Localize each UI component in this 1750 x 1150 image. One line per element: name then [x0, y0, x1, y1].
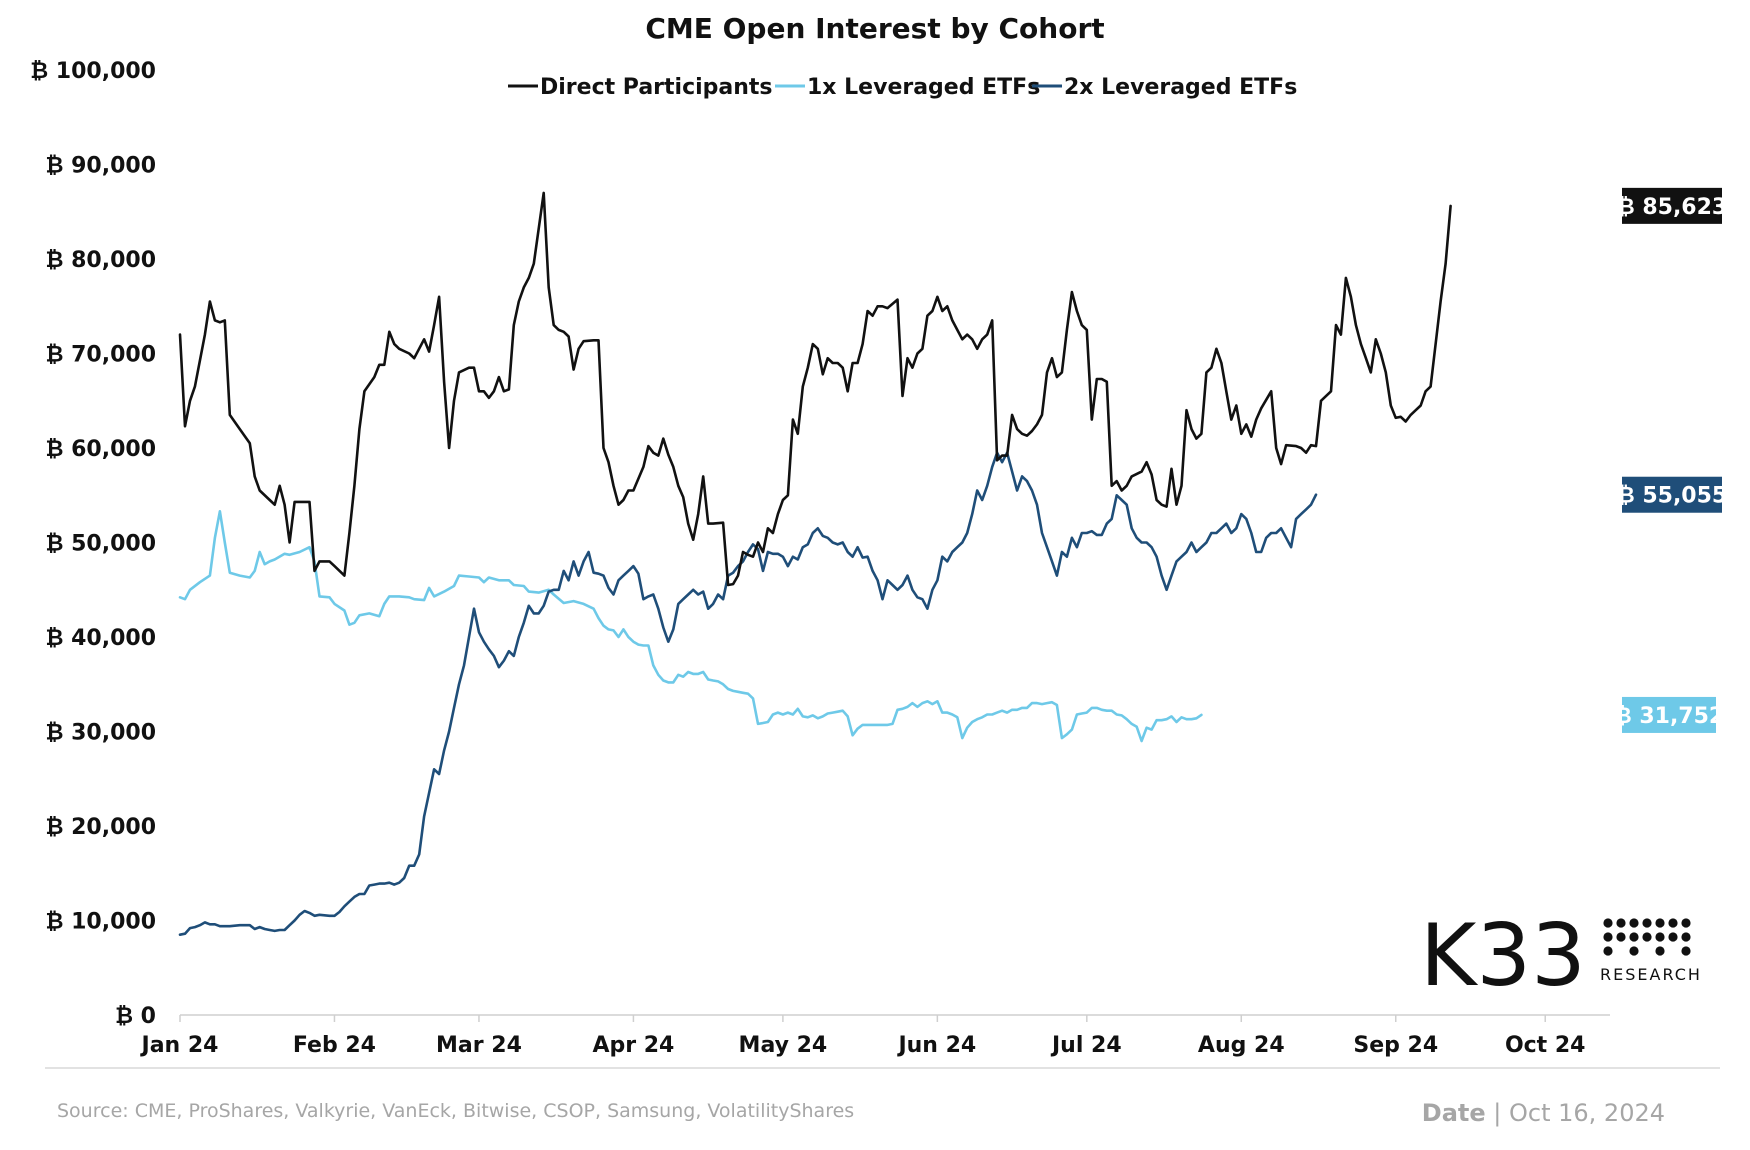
legend-label: Direct Participants — [540, 75, 773, 100]
logo-dot — [1603, 932, 1613, 942]
y-tick-label: ₿ 40,000 — [46, 626, 156, 651]
logo-dot — [1668, 932, 1678, 942]
logo-dot — [1655, 918, 1665, 928]
x-tick-label: May 24 — [739, 1033, 828, 1058]
x-tick-label: Jun 24 — [896, 1033, 976, 1058]
y-tick-label: ₿ 60,000 — [46, 437, 156, 462]
y-tick-label: ₿ 90,000 — [46, 154, 156, 179]
y-tick-label: ₿ 10,000 — [46, 910, 156, 935]
logo-dot — [1616, 932, 1626, 942]
x-tick-label: Jul 24 — [1050, 1033, 1122, 1058]
logo-dot — [1642, 932, 1652, 942]
y-tick-label: ₿ 70,000 — [46, 343, 156, 368]
series-line-2x-leveraged-etfs — [178, 451, 1318, 936]
x-tick-label: Jan 24 — [140, 1033, 219, 1058]
k33-logo: K33 RESEARCH — [1420, 906, 1702, 1006]
x-tick-label: Feb 24 — [293, 1033, 376, 1058]
logo-dot — [1629, 932, 1639, 942]
y-tick-label: ₿ 50,000 — [46, 532, 156, 557]
x-tick-label: Aug 24 — [1198, 1033, 1285, 1058]
logo-subtitle: RESEARCH — [1600, 965, 1702, 984]
logo-dot — [1681, 918, 1691, 928]
series-lines — [178, 191, 1452, 936]
end-label-box — [1622, 696, 1716, 733]
x-tick-label: Mar 24 — [436, 1033, 522, 1058]
logo-dot — [1642, 918, 1652, 928]
end-label-box — [1622, 187, 1722, 224]
date-separator: | — [1486, 1099, 1509, 1127]
legend-label: 1x Leveraged ETFs — [807, 75, 1040, 100]
logo-wordmark: K33 — [1420, 906, 1586, 1006]
logo-dot — [1655, 932, 1665, 942]
date-label: Date — [1422, 1099, 1486, 1127]
series-line-1x-leveraged-etfs — [178, 510, 1203, 743]
legend-label: 2x Leveraged ETFs — [1064, 75, 1297, 100]
date-stamp: Date | Oct 16, 2024 — [1422, 1099, 1665, 1127]
y-tick-label: ₿ 30,000 — [46, 721, 156, 746]
x-tick-label: Sep 24 — [1353, 1033, 1438, 1058]
logo-dot — [1629, 918, 1639, 928]
logo-dot — [1629, 946, 1639, 956]
y-tick-label: ₿ 20,000 — [46, 815, 156, 840]
logo-dot — [1603, 946, 1613, 956]
logo-dot — [1603, 918, 1613, 928]
x-axis: Jan 24 Feb 24 Mar 24 Apr 24 May 24 Jun 24 Jul … — [140, 1014, 1610, 1058]
legend: Direct Participants 1x Leveraged ETFs 2x L… — [508, 75, 1297, 100]
y-tick-label: ₿ 80,000 — [46, 248, 156, 273]
chart-title: CME Open Interest by Cohort — [645, 12, 1104, 45]
y-tick-label: ₿ 100,000 — [30, 59, 156, 84]
x-tick-label: Oct 24 — [1505, 1033, 1586, 1058]
logo-dot — [1616, 918, 1626, 928]
logo-dot — [1681, 932, 1691, 942]
y-tick-label: ₿ 0 — [115, 1004, 156, 1029]
y-axis: ₿ 0 ₿ 10,000 ₿ 20,000 ₿ 30,000 ₿ 40,000 ₿ 50,… — [30, 59, 156, 1029]
end-value-label: ₿ 55,055 — [1617, 484, 1727, 509]
end-value-label: ₿ 31,752 — [1614, 704, 1724, 729]
date-value: Oct 16, 2024 — [1509, 1099, 1665, 1127]
series-line-direct-participants — [178, 191, 1452, 587]
logo-dots-icon — [1603, 918, 1691, 956]
x-tick-label: Apr 24 — [592, 1033, 674, 1058]
logo-dot — [1681, 946, 1691, 956]
source-note: Source: CME, ProShares, Valkyrie, VanEck… — [57, 1100, 854, 1122]
end-label-box — [1622, 476, 1722, 513]
end-value-label: ₿ 85,623 — [1617, 195, 1727, 220]
end-labels: ₿ 85,623 ₿ 31,752 ₿ 55,055 — [1614, 187, 1727, 733]
logo-dot — [1668, 918, 1678, 928]
logo-dot — [1655, 946, 1665, 956]
